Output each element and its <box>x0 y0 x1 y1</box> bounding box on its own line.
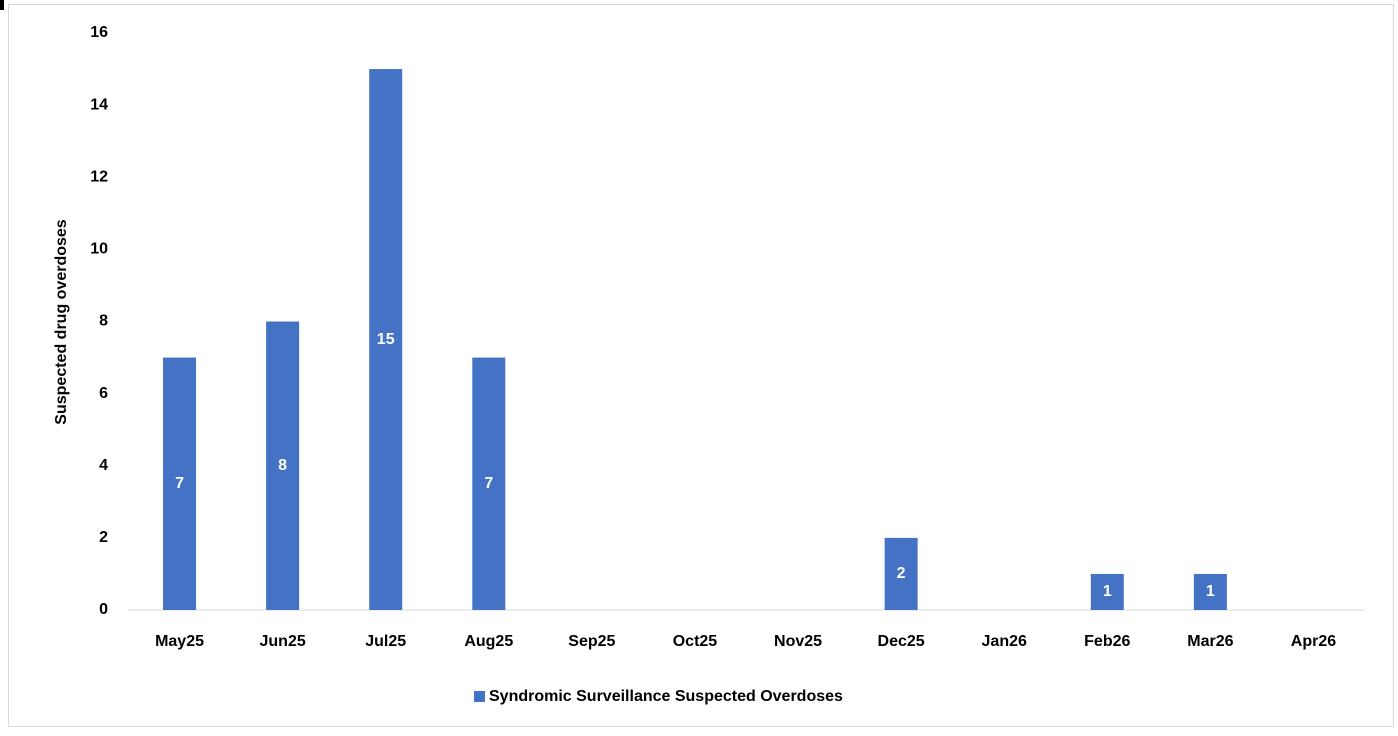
legend-swatch <box>474 691 485 702</box>
y-tick-label: 16 <box>90 24 108 41</box>
bar <box>1193 573 1227 610</box>
bar <box>472 357 506 610</box>
data-label: 1 <box>1103 583 1112 600</box>
x-tick-label: Sep25 <box>568 633 615 650</box>
data-label: 7 <box>484 475 493 492</box>
x-tick-label: Feb26 <box>1084 633 1130 650</box>
y-tick-label: 6 <box>99 385 108 402</box>
x-tick-label: Jul25 <box>365 633 406 650</box>
y-tick-label: 12 <box>90 168 108 185</box>
y-tick-label: 8 <box>99 313 108 330</box>
x-tick-label: Mar26 <box>1187 633 1233 650</box>
data-label: 1 <box>1206 583 1215 600</box>
x-tick-label: Nov25 <box>774 633 822 650</box>
x-tick-label: Dec25 <box>878 633 925 650</box>
x-tick-label: Jun25 <box>260 633 306 650</box>
y-axis-title: Suspected drug overdoses <box>53 219 70 424</box>
bar <box>1090 573 1124 610</box>
data-label: 7 <box>175 475 184 492</box>
corner-mark <box>0 0 4 10</box>
data-label: 8 <box>278 457 287 474</box>
y-tick-label: 0 <box>99 601 108 618</box>
y-tick-label: 2 <box>99 529 108 546</box>
data-label: 2 <box>897 565 906 582</box>
bar <box>369 69 403 610</box>
chart-frame <box>8 4 1394 727</box>
x-tick-label: Aug25 <box>464 633 513 650</box>
y-tick-label: 10 <box>90 241 108 258</box>
bar <box>266 321 300 610</box>
bar <box>163 357 197 610</box>
x-tick-label: Apr26 <box>1291 633 1336 650</box>
y-tick-label: 14 <box>90 96 108 113</box>
x-tick-label: Oct25 <box>673 633 718 650</box>
legend-label: Syndromic Surveillance Suspected Overdos… <box>489 688 843 705</box>
y-tick-label: 4 <box>99 457 108 474</box>
x-tick-label: May25 <box>155 633 204 650</box>
data-label: 15 <box>377 331 395 348</box>
bar <box>884 537 918 610</box>
x-tick-label: Jan26 <box>982 633 1027 650</box>
